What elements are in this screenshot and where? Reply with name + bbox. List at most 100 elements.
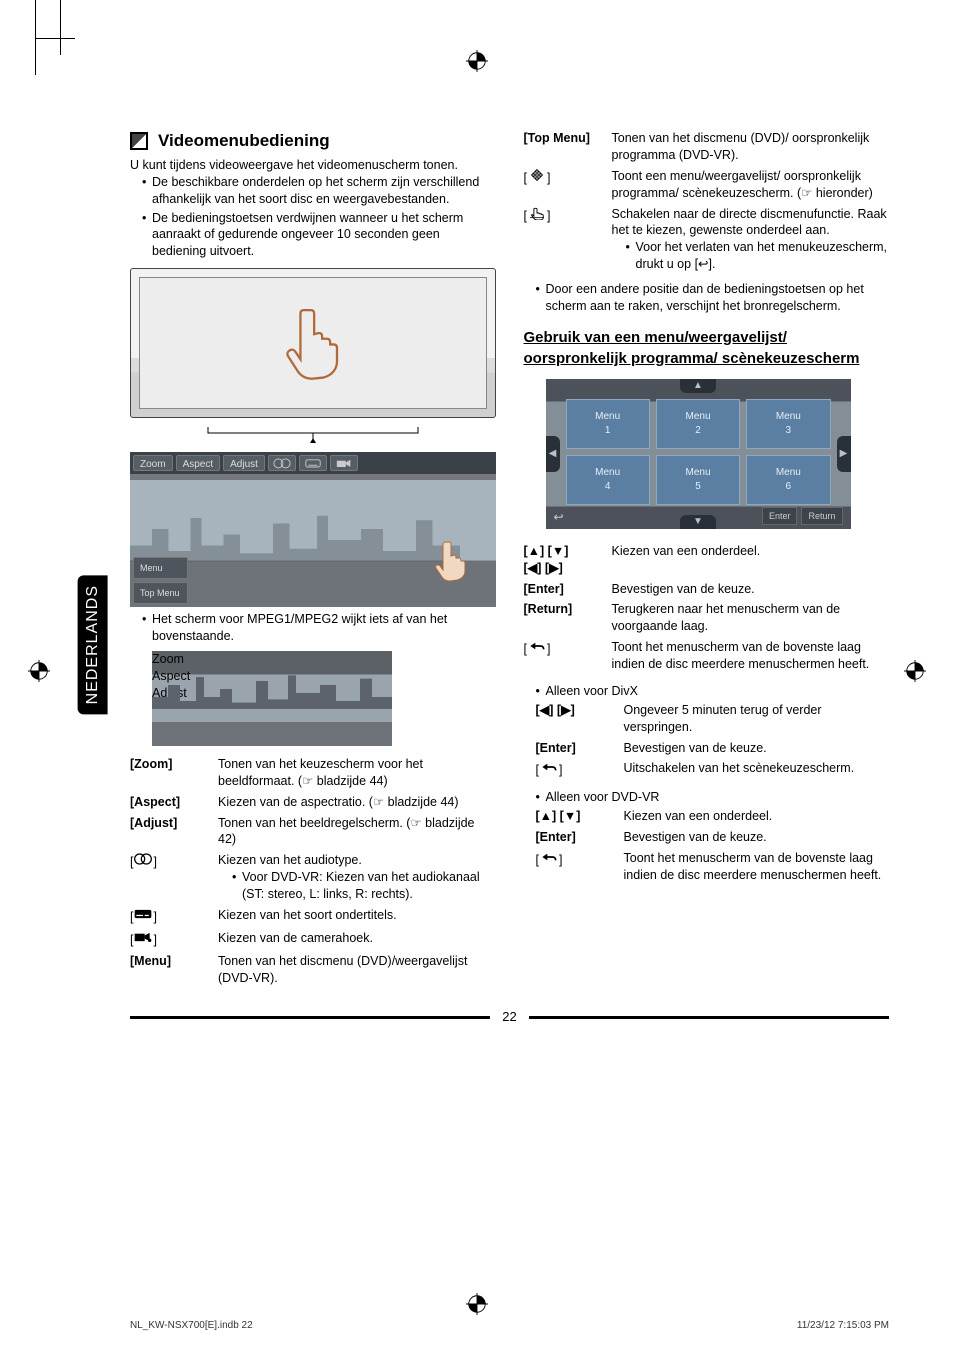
def-row: [] Toont het menuscherm van de bovenste l… (536, 850, 890, 884)
def-desc: Toont een menu/weergavelijst/ oorspronke… (612, 168, 890, 202)
def-desc: Kiezen van het soort ondertitels. (218, 907, 496, 926)
def-desc: Ongeveer 5 minuten terug of verder versp… (624, 702, 890, 736)
def-row: [] Kiezen van het soort ondertitels. (130, 907, 496, 926)
back-icon: [] (524, 639, 602, 673)
def-row: []Kiezen van het audiotype.Voor DVD-VR: … (130, 852, 496, 903)
back-icon: [] (536, 760, 614, 779)
def-desc: Uitschakelen van het scènekeuzescherm. (624, 760, 890, 779)
arrow-left-icon: ◀ (546, 436, 560, 472)
fig-menu-btn: Menu (133, 557, 188, 579)
bullet-item: Alleen voor DVD-VR (536, 789, 890, 806)
small-menu-figure: Zoom Aspect Adjust (152, 651, 392, 746)
touch-screen-figure (130, 268, 496, 418)
def-row: [Enter] Bevestigen van de keuze. (536, 740, 890, 757)
def-desc: Bevestigen van de keuze. (624, 740, 890, 757)
def-desc: Tonen van het beeldregelscherm. (☞ bladz… (218, 815, 496, 849)
def-term: [Enter] (524, 581, 602, 598)
bullet-item: Door een andere positie dan de bediening… (536, 281, 890, 315)
skyline-graphic (130, 507, 460, 562)
bullet-item: De bedieningstoetsen verdwijnen wanneer … (142, 210, 496, 261)
def-desc: Tonen van het discmenu (DVD)/weergavelij… (218, 953, 496, 987)
def-row: [Enter]Bevestigen van de keuze. (536, 829, 890, 846)
def-desc: Tonen van het discmenu (DVD)/ oorspronke… (612, 130, 890, 164)
subheading: Gebruik van een menu/weergavelijst/ oors… (524, 327, 890, 369)
bullet-item: Het scherm voor MPEG1/MPEG2 wijkt iets a… (142, 611, 496, 645)
fig-enter-btn: Enter (762, 507, 798, 525)
mpeg-note: Het scherm voor MPEG1/MPEG2 wijkt iets a… (130, 611, 496, 645)
def-term: [Enter] (536, 829, 614, 846)
figure-screen (139, 277, 487, 409)
arrow-up-icon: ▲ (680, 379, 716, 393)
heading-icon (130, 132, 148, 150)
def-desc: Terugkeren naar het menuscherm van de vo… (612, 601, 890, 635)
right-top-definitions: [Top Menu] Tonen van het discmenu (DVD)/ … (524, 130, 890, 273)
sub-bullet: Voor DVD-VR: Kiezen van het audiokanaal … (232, 869, 496, 903)
page-number-bar: 22 (130, 1008, 889, 1026)
fig-adjust-btn: Adjust (223, 455, 265, 471)
def-desc: Tonen van het keuzescherm voor het beeld… (218, 756, 496, 790)
def-desc: Kiezen van de camerahoek. (218, 930, 496, 949)
def-row: []Kiezen van de camerahoek. (130, 930, 496, 949)
def-row: [Aspect] Kiezen van de aspectratio. (☞ bl… (130, 794, 496, 811)
def-term: [Top Menu] (524, 130, 602, 164)
back-icon: [] (536, 850, 614, 884)
bullet-item: De beschikbare onderdelen op het scherm … (142, 174, 496, 208)
fig-topmenu-btn: Top Menu (133, 582, 188, 604)
def-desc: Kiezen van de aspectratio. (☞ bladzijde … (218, 794, 496, 811)
fig-audio-icon (268, 455, 296, 471)
intro-text: U kunt tijdens videoweergave het videome… (130, 157, 496, 174)
menu-cell: Menu2 (656, 399, 740, 449)
def-term: [▲] [▼] [◀] [▶] (524, 543, 602, 577)
dvdvr-definitions: [▲] [▼] Kiezen van een onderdeel. [Enter]B… (524, 808, 890, 884)
right-column: [Top Menu] Tonen van het discmenu (DVD)/ … (524, 130, 890, 990)
fig-subtitle-icon (299, 455, 327, 471)
def-desc: Toont het menuscherm van de bovenste laa… (612, 639, 890, 673)
audio-icon: [] (130, 852, 208, 903)
bracket-connector (130, 426, 496, 444)
hand-icon (431, 537, 471, 592)
def-term: [Zoom] (130, 756, 208, 790)
menu-cell: Menu4 (566, 455, 650, 505)
def-term: [Enter] (536, 740, 614, 757)
def-row: [▲] [▼] Kiezen van een onderdeel. (536, 808, 890, 825)
nav-definitions: [▲] [▼] [◀] [▶] Kiezen van een onderdeel.… (524, 543, 890, 673)
fig-zoom-btn: Zoom (152, 651, 392, 668)
def-term: [Return] (524, 601, 602, 635)
def-row: [Zoom] Tonen van het keuzescherm voor het… (130, 756, 496, 790)
fig-angle-icon (330, 455, 358, 471)
hand-icon (278, 301, 348, 386)
def-desc: Kiezen van het audiotype.Voor DVD-VR: Ki… (218, 852, 496, 903)
def-row: [Adjust] Tonen van het beeldregelscherm. … (130, 815, 496, 849)
footer-right: 11/23/12 7:15:03 PM (797, 1319, 889, 1333)
def-desc: Kiezen van een onderdeel. (612, 543, 890, 577)
def-row: [Menu]Tonen van het discmenu (DVD)/weerg… (130, 953, 496, 987)
def-row: [▲] [▼] [◀] [▶] Kiezen van een onderdeel. (524, 543, 890, 577)
sub-bullet: Voor het verlaten van het menukeuzescher… (626, 239, 890, 273)
def-term: [▲] [▼] (536, 808, 614, 825)
page: NEDERLANDS Videomenubediening U kunt tij… (0, 45, 954, 1305)
def-row: [Return] Terugkeren naar het menuscherm v… (524, 601, 890, 635)
def-row: [Enter]Bevestigen van de keuze. (524, 581, 890, 598)
def-row: [◀] [▶]Ongeveer 5 minuten terug of verde… (536, 702, 890, 736)
menu-grid-figure: ▲ ▼ ◀ ▶ Menu1Menu2Menu3Menu4Menu5Menu6 ↩… (546, 379, 851, 529)
def-term: [Aspect] (130, 794, 208, 811)
def-desc: Schakelen naar de directe discmenufuncti… (612, 206, 890, 274)
fig-return-btn: Return (801, 507, 842, 525)
def-desc: Kiezen van een onderdeel. (624, 808, 890, 825)
fig-zoom-btn: Zoom (133, 455, 173, 471)
nav-icon: [] (524, 168, 602, 202)
intro-bullets: De beschikbare onderdelen op het scherm … (130, 174, 496, 260)
section-heading: Videomenubediening (130, 130, 496, 153)
def-row: [] Uitschakelen van het scènekeuzescherm. (536, 760, 890, 779)
def-row: [Top Menu] Tonen van het discmenu (DVD)/ … (524, 130, 890, 164)
def-desc: Toont het menuscherm van de bovenste laa… (624, 850, 890, 884)
divx-heading: Alleen voor DivX (524, 683, 890, 700)
bullet-item: Alleen voor DivX (536, 683, 890, 700)
divx-definitions: [◀] [▶]Ongeveer 5 minuten terug of verde… (524, 702, 890, 780)
left-definitions: [Zoom] Tonen van het keuzescherm voor het… (130, 756, 496, 987)
def-term: [Adjust] (130, 815, 208, 849)
subtitle-icon: [] (130, 907, 208, 926)
fig-aspect-btn: Aspect (176, 455, 221, 471)
skyline-graphic (152, 669, 392, 709)
def-row: [] Toont een menu/weergavelijst/ oorspron… (524, 168, 890, 202)
